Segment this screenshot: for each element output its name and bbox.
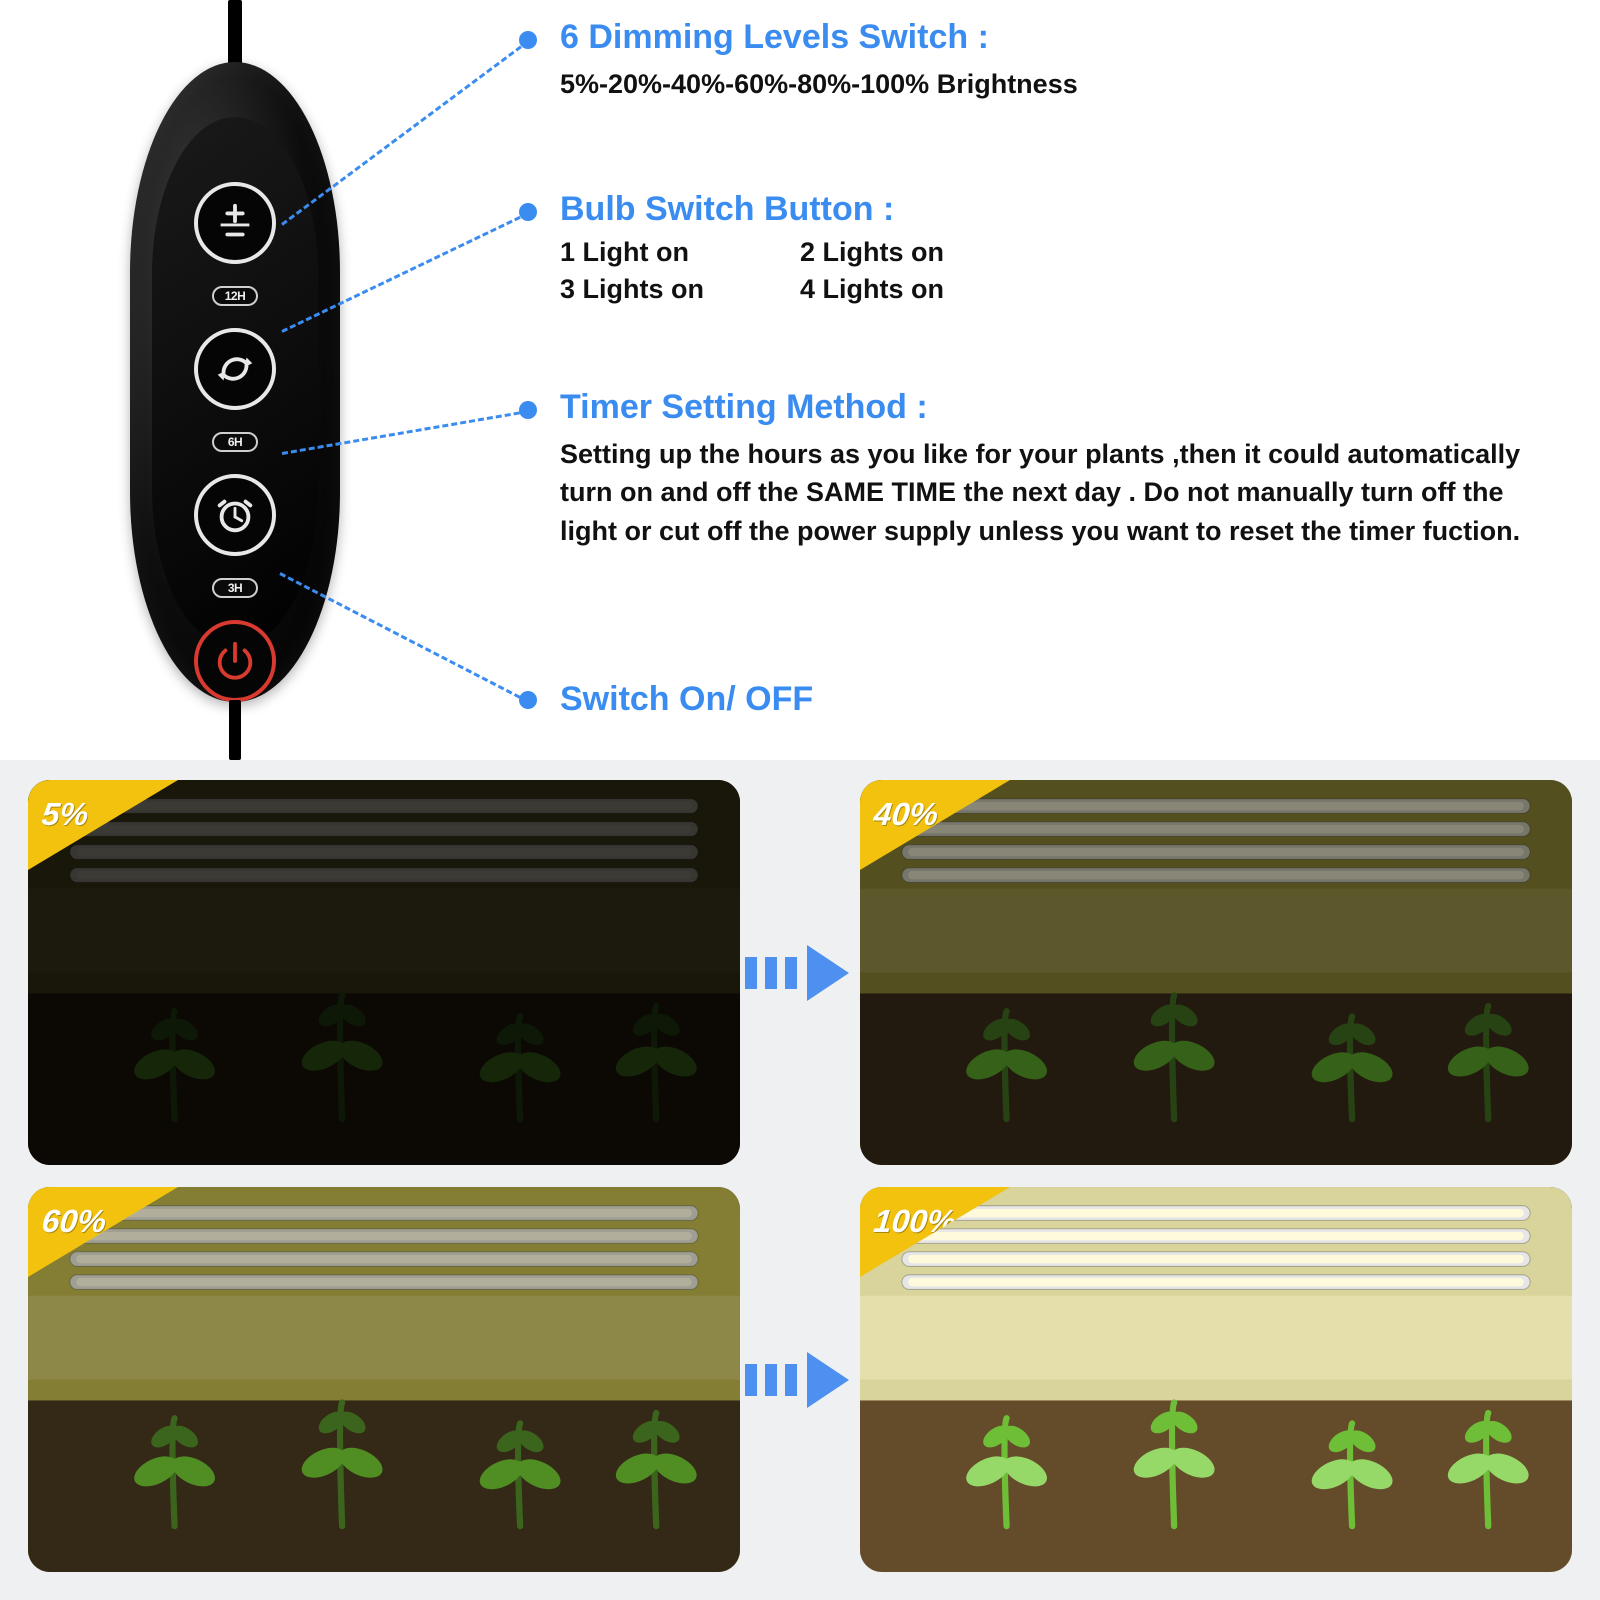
feature-power: Switch On/ OFF: [560, 680, 1560, 727]
arrow-right-icon: [745, 1350, 855, 1410]
remote-body: 12H 6H: [130, 62, 340, 702]
dimmer-button[interactable]: [194, 182, 276, 264]
timer-label-3h: 3H: [212, 578, 258, 598]
bulb-opt: 4 Lights on: [800, 274, 1000, 305]
leader-dot: [519, 31, 537, 49]
feature-body: Setting up the hours as you like for you…: [560, 435, 1560, 550]
cord-bottom: [229, 700, 241, 760]
timer-label-6h: 6H: [212, 432, 258, 452]
tile-5: 5%: [28, 780, 740, 1165]
top-panel: 12H 6H: [0, 0, 1600, 760]
arrow-right-icon: [745, 943, 855, 1003]
cycle-icon: [212, 346, 258, 392]
feature-body: 5%-20%-40%-60%-80%-100% Brightness: [560, 65, 1560, 103]
tile-60: 60%: [28, 1187, 740, 1572]
arrow-right-1: [740, 943, 860, 1003]
feature-bulb: Bulb Switch Button : 1 Light on 2 Lights…: [560, 190, 1560, 305]
timer-label-12h: 12H: [212, 286, 258, 306]
bulb-opt: 1 Light on: [560, 237, 760, 268]
feature-title: Bulb Switch Button :: [560, 190, 1560, 229]
bulb-opt: 2 Lights on: [800, 237, 1000, 268]
leader-dot: [519, 203, 537, 221]
leader-dot: [519, 691, 537, 709]
feature-title: Timer Setting Method :: [560, 388, 1560, 427]
tile-100: 100%: [860, 1187, 1572, 1572]
arrow-right-2: [740, 1350, 860, 1410]
feature-title: Switch On/ OFF: [560, 680, 1560, 719]
leader-dot: [519, 401, 537, 419]
feature-timer: Timer Setting Method : Setting up the ho…: [560, 388, 1560, 550]
feature-dimming: 6 Dimming Levels Switch : 5%-20%-40%-60%…: [560, 18, 1560, 103]
timer-button[interactable]: [194, 474, 276, 556]
brightness-gallery: 5%: [0, 760, 1600, 1600]
remote-buttons: 12H 6H: [130, 182, 340, 702]
power-button[interactable]: [194, 620, 276, 702]
plusminus-icon: [212, 200, 258, 246]
bulb-options: 1 Light on 2 Lights on 3 Lights on 4 Lig…: [560, 237, 1560, 305]
cord-top: [228, 0, 242, 70]
bulb-opt: 3 Lights on: [560, 274, 760, 305]
power-icon: [212, 638, 258, 684]
feature-title: 6 Dimming Levels Switch :: [560, 18, 1560, 57]
brightness-label: 5%: [40, 796, 90, 833]
brightness-label: 60%: [40, 1203, 108, 1240]
bulb-cycle-button[interactable]: [194, 328, 276, 410]
remote-controller: 12H 6H: [95, 0, 375, 760]
clock-icon: [212, 492, 258, 538]
tile-40: 40%: [860, 780, 1572, 1165]
brightness-label: 40%: [872, 796, 940, 833]
